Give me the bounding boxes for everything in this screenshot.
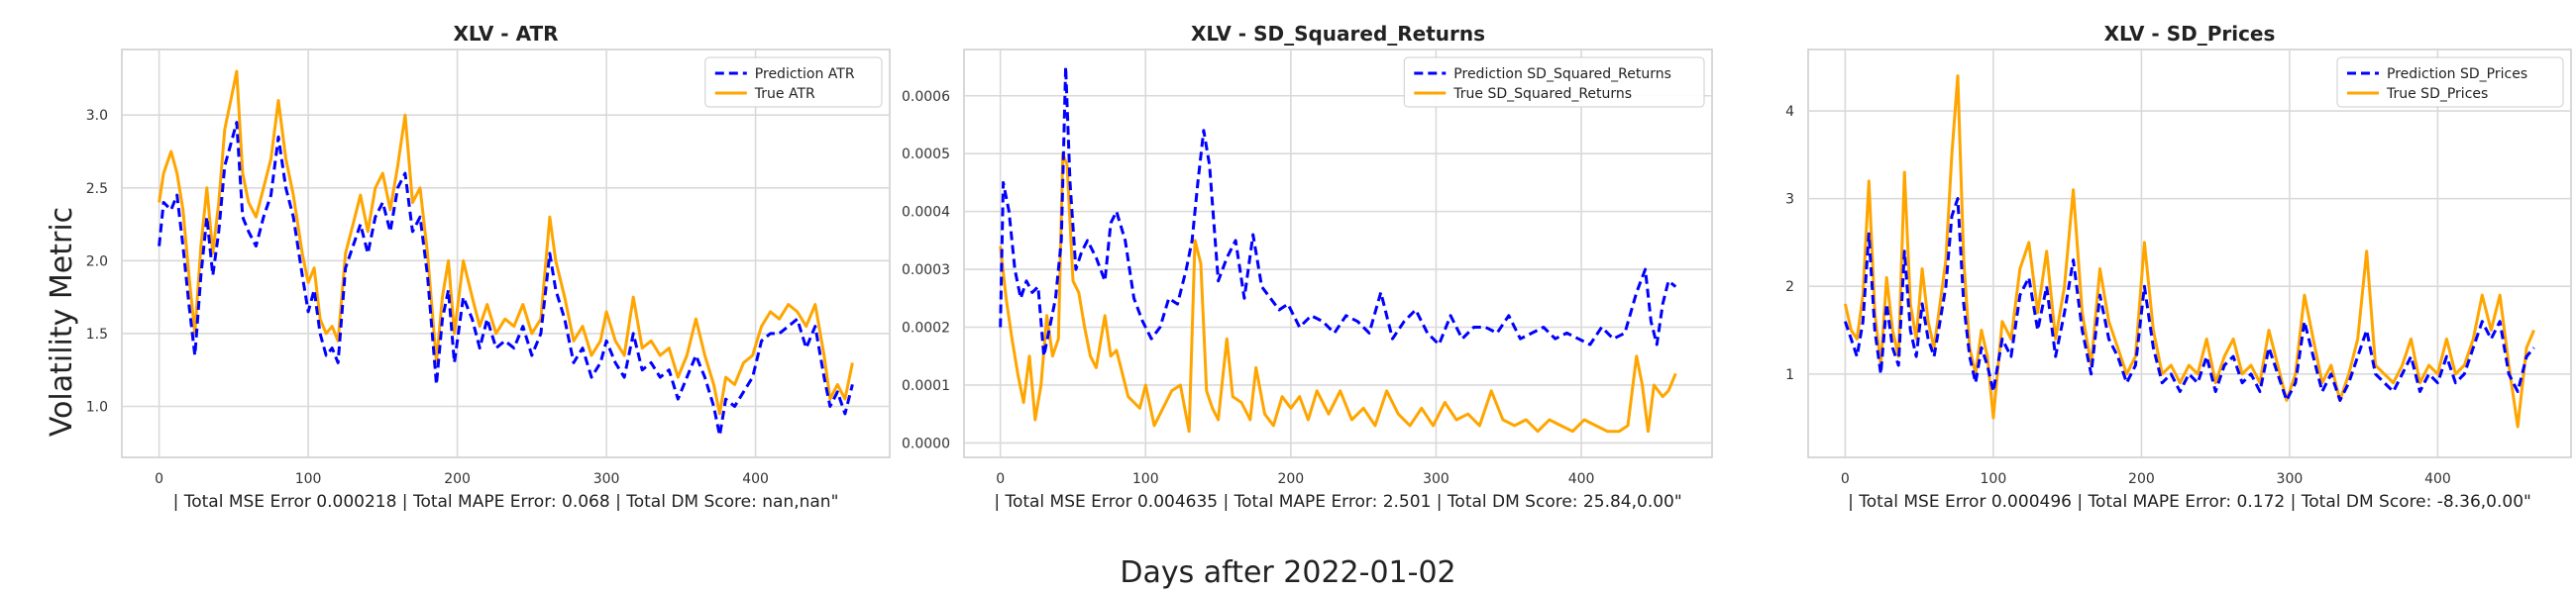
y-tick-label: 2 <box>1785 279 1794 295</box>
y-tick-label: 3 <box>1785 192 1794 208</box>
x-tick-label: 200 <box>444 471 471 487</box>
series-line-2 <box>999 151 1677 434</box>
error-metrics-text: | Total MSE Error 0.000218 | Total MAPE … <box>173 492 839 512</box>
y-tick-label: 2.0 <box>86 253 108 269</box>
y-axis-label: Volatility Metric <box>45 207 79 437</box>
x-tick-label: 300 <box>1423 471 1449 487</box>
x-tick-label: 100 <box>295 471 322 487</box>
y-tick-label: 1 <box>1785 367 1794 383</box>
x-tick-label: 400 <box>1568 471 1595 487</box>
series-line-2 <box>1843 74 2535 429</box>
series-line-1 <box>1843 197 2535 402</box>
x-tick-label: 200 <box>1277 471 1304 487</box>
x-tick-label: 400 <box>742 471 769 487</box>
legend-label: True ATR <box>754 86 815 102</box>
legend-label: True SD_Prices <box>2386 86 2488 102</box>
x-tick-label: 100 <box>1981 471 2007 487</box>
legend-label: Prediction SD_Prices <box>2387 66 2527 82</box>
x-tick-label: 0 <box>1841 471 1850 487</box>
legend-box <box>2336 56 2564 108</box>
legend-box <box>1403 56 1705 108</box>
y-tick-label: 2.5 <box>86 181 108 197</box>
error-metrics-text: | Total MSE Error 0.000496 | Total MAPE … <box>1848 492 2531 512</box>
series-line-1 <box>158 121 854 438</box>
x-tick-label: 300 <box>2277 471 2304 487</box>
x-tick-label: 300 <box>593 471 620 487</box>
y-tick-label: 3.0 <box>86 108 108 124</box>
y-tick-label: 0.0004 <box>902 205 950 221</box>
y-tick-label: 0.0000 <box>902 436 950 451</box>
x-axis-label: Days after 2022-01-02 <box>1120 555 1455 590</box>
chart-panel-2: 0 100 200 300 400 0.0000 0.0001 0.0002 0.0003 0.0… <box>902 22 1713 512</box>
plot-area <box>963 49 1713 458</box>
plot-area <box>121 49 891 458</box>
y-tick-label: 0.0005 <box>902 147 950 162</box>
y-tick-label: 4 <box>1785 104 1794 120</box>
chart-title: XLV - SD_Squared_Returns <box>1191 22 1485 46</box>
chart-panel-1: 0 100 200 300 400 1.0 1.5 2.0 2.5 3.0 XLV - ATR | T… <box>86 22 891 512</box>
legend-label: Prediction ATR <box>755 66 855 82</box>
x-tick-label: 200 <box>2128 471 2155 487</box>
chart-title: XLV - ATR <box>453 22 558 46</box>
legend: Prediction SD_Squared_Returns True SD_Squ… <box>1403 56 1705 108</box>
x-tick-label: 0 <box>155 471 163 487</box>
x-tick-label: 100 <box>1132 471 1159 487</box>
x-tick-label: 0 <box>996 471 1005 487</box>
legend: Prediction SD_Prices True SD_Prices <box>2336 56 2564 108</box>
y-tick-label: 0.0001 <box>902 378 950 394</box>
error-metrics-text: | Total MSE Error 0.004635 | Total MAPE … <box>994 492 1681 512</box>
legend-label: True SD_Squared_Returns <box>1452 86 1632 102</box>
plot-area <box>1807 49 2572 458</box>
legend: Prediction ATR True ATR <box>704 56 883 108</box>
series-line-1 <box>999 65 1677 358</box>
legend-box <box>704 56 883 108</box>
x-tick-label: 400 <box>2424 471 2451 487</box>
chart-panel-3: 0 100 200 300 400 1 2 3 4 XLV - SD_Prices | Total … <box>1785 22 2572 512</box>
series-line-2 <box>158 69 854 416</box>
y-tick-label: 0.0006 <box>902 89 950 105</box>
y-tick-label: 0.0002 <box>902 321 950 337</box>
y-tick-label: 0.0003 <box>902 262 950 278</box>
chart-title: XLV - SD_Prices <box>2104 22 2276 46</box>
y-tick-label: 1.0 <box>86 400 108 416</box>
y-tick-label: 1.5 <box>86 327 108 343</box>
legend-label: Prediction SD_Squared_Returns <box>1453 66 1671 82</box>
